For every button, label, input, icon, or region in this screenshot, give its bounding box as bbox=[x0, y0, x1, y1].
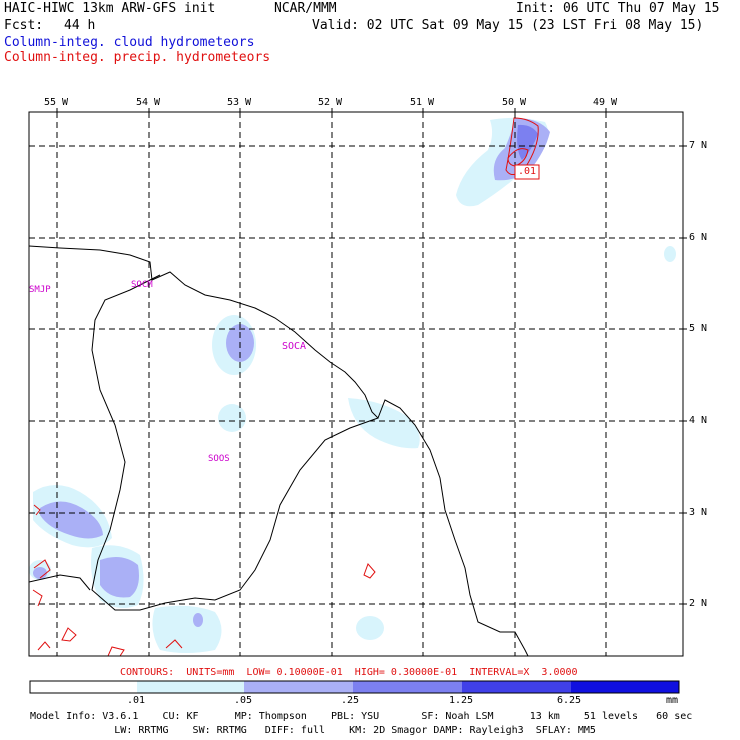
axis-ticks bbox=[56, 108, 687, 605]
lon-label: 49 W bbox=[593, 97, 618, 108]
colorbar-swatch-2 bbox=[244, 681, 353, 693]
precip-contours bbox=[32, 117, 539, 656]
lon-label: 55 W bbox=[44, 97, 69, 108]
contour-label-box bbox=[514, 164, 540, 180]
field-precip-label: Column-integ. precip. hydrometeors bbox=[4, 50, 271, 65]
lat-label: 6 N bbox=[689, 232, 708, 243]
field-cloud-label: Column-integ. cloud hydrometeors bbox=[4, 35, 255, 50]
colorbar-tick: 1.25 bbox=[449, 695, 474, 706]
coastline bbox=[29, 245, 529, 656]
colorbar-tick: .25 bbox=[341, 695, 360, 706]
org-label: NCAR/MMM bbox=[274, 1, 337, 16]
lon-label: 53 W bbox=[227, 97, 252, 108]
lon-label: 52 W bbox=[318, 97, 343, 108]
station-label: SMJP bbox=[29, 285, 51, 295]
lat-label: 4 N bbox=[689, 415, 708, 426]
model-title: HAIC-HIWC 13km ARW-GFS init bbox=[4, 1, 216, 16]
cloud-shading-strong bbox=[517, 124, 538, 160]
lon-label: 51 W bbox=[410, 97, 435, 108]
colorbar-swatch-4 bbox=[462, 681, 571, 693]
contour-label: .01 bbox=[518, 166, 537, 177]
lat-label: 2 N bbox=[689, 598, 708, 609]
colorbar-tick: .01 bbox=[127, 695, 146, 706]
lat-label: 7 N bbox=[689, 140, 708, 151]
station-label: SOCM bbox=[131, 280, 153, 290]
colorbar bbox=[29, 680, 680, 694]
valid-time: Valid: 02 UTC Sat 09 May 15 (23 LST Fri … bbox=[312, 18, 704, 33]
colorbar-unit: mm bbox=[666, 695, 679, 706]
init-time: Init: 06 UTC Thu 07 May 15 bbox=[516, 1, 720, 16]
colorbar-tick: 6.25 bbox=[557, 695, 582, 706]
fcst-value: 44 h bbox=[64, 18, 96, 33]
map-border bbox=[28, 111, 684, 657]
lat-lon-grid bbox=[29, 112, 683, 656]
model-info-line1: Model Info: V3.6.1 CU: KF MP: Thompson P… bbox=[30, 711, 693, 722]
colorbar-swatch-5 bbox=[571, 681, 679, 693]
colorbar-swatch-3 bbox=[353, 681, 462, 693]
lat-label: 5 N bbox=[689, 323, 708, 334]
colorbar-tick: .05 bbox=[234, 695, 253, 706]
model-info-line2: LW: RRTMG SW: RRTMG DIFF: full KM: 2D Sm… bbox=[30, 725, 596, 736]
contours-info: CONTOURS: UNITS=mm LOW= 0.10000E-01 HIGH… bbox=[120, 667, 578, 678]
colorbar-swatch-1 bbox=[137, 681, 244, 693]
lon-label: 54 W bbox=[136, 97, 161, 108]
lat-label: 3 N bbox=[689, 507, 708, 518]
fcst-label: Fcst: bbox=[4, 18, 44, 33]
lon-label: 50 W bbox=[502, 97, 527, 108]
station-label: SOCA bbox=[282, 341, 307, 352]
station-label: SOOS bbox=[208, 454, 230, 464]
